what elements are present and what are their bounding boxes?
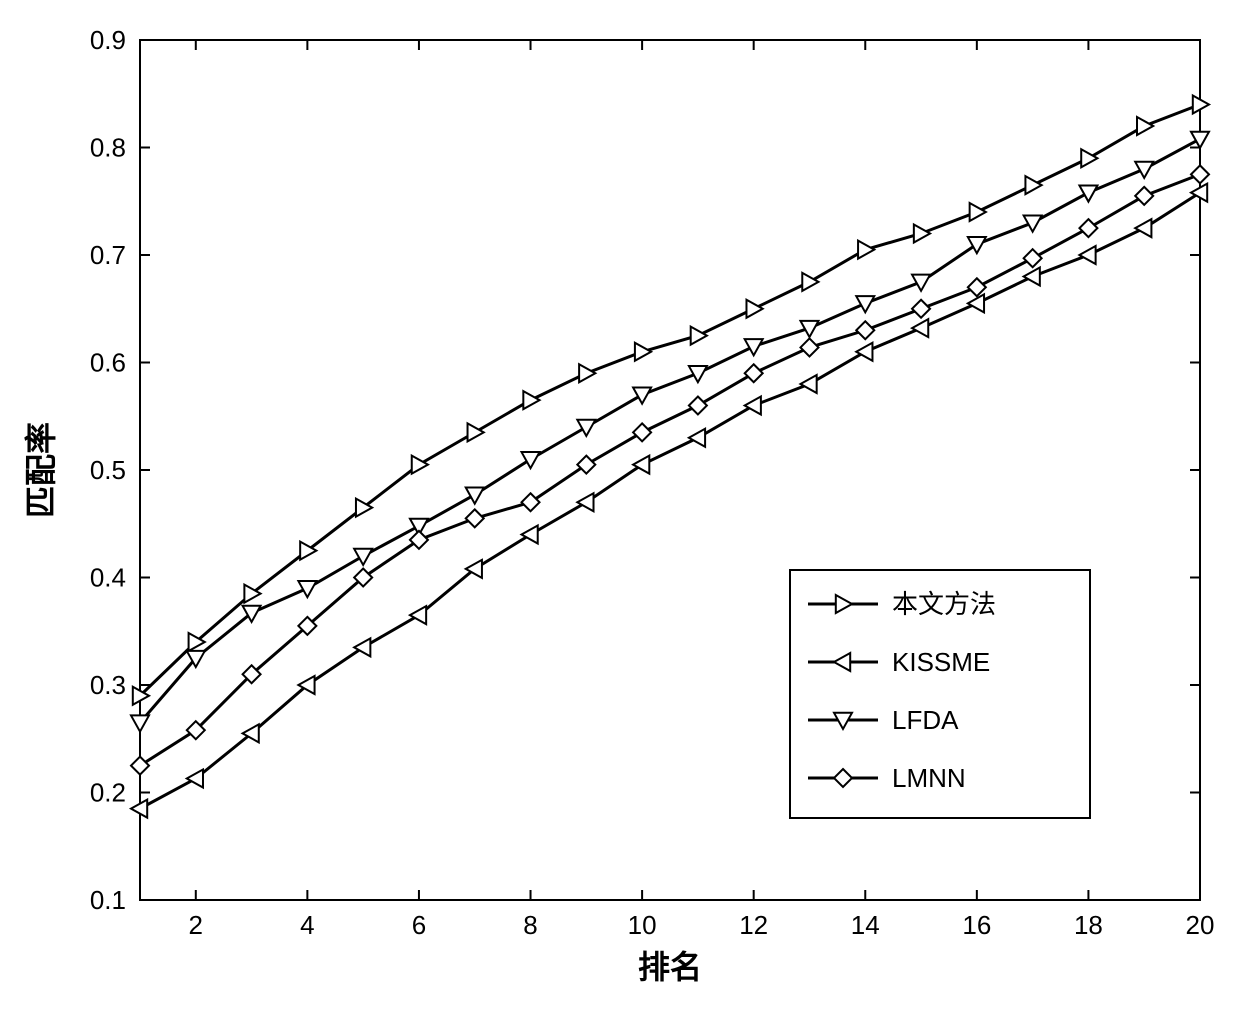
- legend-label-1: KISSME: [892, 647, 990, 677]
- series-marker-2: [577, 420, 595, 436]
- series-marker-1: [410, 606, 426, 624]
- series-marker-3: [800, 338, 818, 356]
- series-marker-3: [410, 531, 428, 549]
- series-marker-0: [468, 423, 484, 441]
- series-marker-0: [1137, 117, 1153, 135]
- y-tick-label: 0.1: [90, 885, 126, 915]
- x-tick-label: 18: [1074, 910, 1103, 940]
- x-tick-label: 12: [739, 910, 768, 940]
- x-tick-label: 4: [300, 910, 314, 940]
- series-marker-1: [745, 397, 761, 415]
- x-tick-label: 10: [628, 910, 657, 940]
- series-marker-1: [800, 375, 816, 393]
- series-marker-1: [522, 526, 538, 544]
- series-marker-0: [970, 203, 986, 221]
- series-marker-0: [802, 273, 818, 291]
- series-marker-1: [856, 343, 872, 361]
- series-marker-1: [354, 638, 370, 656]
- series-marker-2: [1191, 132, 1209, 148]
- series-marker-0: [691, 327, 707, 345]
- series-marker-1: [689, 429, 705, 447]
- y-tick-label: 0.5: [90, 455, 126, 485]
- series-marker-0: [1081, 149, 1097, 167]
- series-marker-3: [912, 300, 930, 318]
- legend-label-0: 本文方法: [892, 589, 996, 619]
- series-marker-1: [912, 319, 928, 337]
- legend-label-2: LFDA: [892, 705, 959, 735]
- series-marker-2: [522, 452, 540, 468]
- series-marker-3: [968, 278, 986, 296]
- series-marker-1: [1024, 268, 1040, 286]
- series-marker-1: [577, 493, 593, 511]
- series-marker-2: [131, 715, 149, 731]
- series-marker-1: [1079, 246, 1095, 264]
- y-tick-label: 0.2: [90, 778, 126, 808]
- y-tick-label: 0.9: [90, 25, 126, 55]
- series-line-3: [140, 174, 1200, 765]
- legend-marker-0: [836, 595, 852, 613]
- series-marker-3: [745, 364, 763, 382]
- series-marker-2: [1079, 185, 1097, 201]
- series-marker-2: [298, 581, 316, 597]
- series-marker-3: [689, 397, 707, 415]
- series-marker-3: [1135, 187, 1153, 205]
- series-marker-0: [523, 391, 539, 409]
- x-axis-title: 排名: [638, 949, 702, 985]
- series-marker-2: [968, 237, 986, 253]
- series-marker-3: [856, 321, 874, 339]
- legend-marker-1: [834, 653, 850, 671]
- series-marker-3: [131, 757, 149, 775]
- series-marker-3: [1079, 219, 1097, 237]
- plot-border: [140, 40, 1200, 900]
- series-marker-0: [1025, 176, 1041, 194]
- series-marker-1: [633, 456, 649, 474]
- y-tick-label: 0.3: [90, 670, 126, 700]
- series-marker-2: [354, 549, 372, 565]
- x-tick-label: 16: [962, 910, 991, 940]
- y-tick-label: 0.7: [90, 240, 126, 270]
- x-tick-label: 2: [189, 910, 203, 940]
- series-marker-1: [187, 770, 203, 788]
- legend-label-3: LMNN: [892, 763, 966, 793]
- x-tick-label: 14: [851, 910, 880, 940]
- y-axis-title: 匹配率: [23, 422, 59, 518]
- series-marker-0: [914, 225, 930, 243]
- series-marker-2: [633, 388, 651, 404]
- series-line-0: [140, 105, 1200, 696]
- series-marker-2: [856, 296, 874, 312]
- series-marker-0: [412, 456, 428, 474]
- y-tick-label: 0.6: [90, 348, 126, 378]
- chart-container: 2 4 6 8 10 12 14 16 18 20 0.1 0.2 0.3 0.4 0.5 0.6 0.7 0.8…: [0, 0, 1240, 1022]
- x-tick-label: 20: [1186, 910, 1215, 940]
- series-marker-0: [579, 364, 595, 382]
- series-marker-1: [1135, 219, 1151, 237]
- series-marker-3: [577, 456, 595, 474]
- series-marker-3: [1191, 165, 1209, 183]
- line-chart: 2 4 6 8 10 12 14 16 18 20 0.1 0.2 0.3 0.4 0.5 0.6 0.7 0.8…: [0, 0, 1240, 1022]
- series-marker-2: [745, 339, 763, 355]
- series-marker-3: [1024, 249, 1042, 267]
- series-marker-0: [635, 343, 651, 361]
- series-marker-0: [858, 241, 874, 259]
- y-tick-label: 0.8: [90, 133, 126, 163]
- series-marker-1: [968, 294, 984, 312]
- series-marker-2: [1135, 162, 1153, 178]
- series-marker-3: [466, 509, 484, 527]
- y-tick-label: 0.4: [90, 563, 126, 593]
- x-tick-label: 6: [412, 910, 426, 940]
- legend-marker-3: [834, 769, 852, 787]
- series-marker-3: [522, 493, 540, 511]
- series-marker-0: [746, 300, 762, 318]
- series-line-1: [140, 193, 1200, 809]
- x-tick-label: 8: [523, 910, 537, 940]
- series-marker-2: [466, 488, 484, 504]
- series-marker-3: [633, 423, 651, 441]
